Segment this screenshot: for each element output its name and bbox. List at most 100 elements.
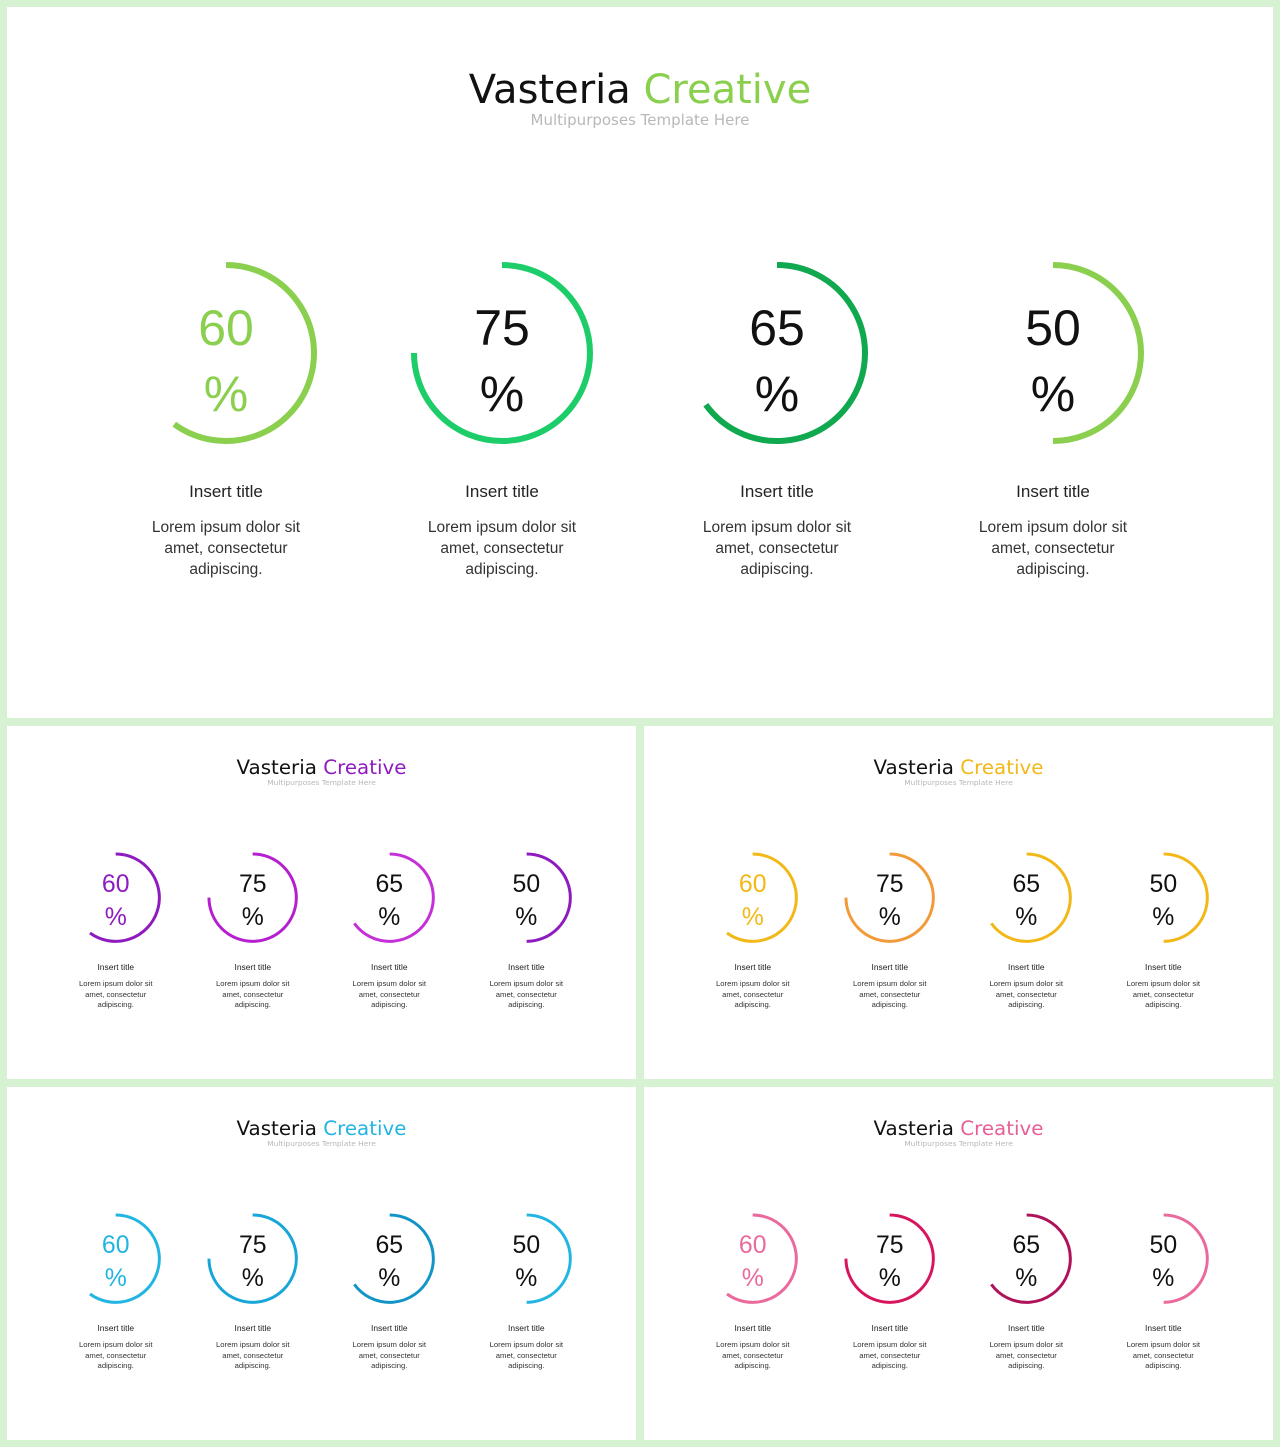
percent-value: 65 [1012,870,1041,898]
percent-value: 75 [474,300,530,356]
progress-arc [989,852,1072,943]
percent-sign: % [104,1264,127,1292]
progress-card: 50% Insert title Lorem ipsum dolor sit ame… [477,726,576,1079]
card-description: Lorem ipsum dolor sit amet, consectetur … [352,979,427,1010]
progress-ring [128,255,324,451]
slide-1: Vasteria Creative Multipurposes Template … [7,7,1273,718]
card-description: Lorem ipsum dolor sit amet, consectetur … [715,1340,790,1371]
card-description: Lorem ipsum dolor sit amet, consectetur … [427,519,577,578]
progress-card: 50% Insert title Lorem ipsum dolor sit ame… [953,7,1153,718]
progress-ring [841,849,938,946]
percent-value: 60 [198,300,254,356]
title-word-brand: Vasteria [236,1116,317,1140]
percent-value: 60 [738,1231,767,1259]
progress-ring [978,1210,1075,1307]
progress-card: 65% Insert title Lorem ipsum dolor sit ame… [977,726,1076,1079]
progress-card: 65% Insert title Lorem ipsum dolor sit ame… [977,1087,1076,1440]
progress-ring [67,849,164,946]
percent-sign: % [1152,903,1175,931]
card-title: Insert title [871,1322,909,1333]
slide-2: Vasteria Creative Multipurposes Template … [7,726,636,1079]
card-title: Insert title [734,961,772,972]
title-word-accent: Creative [960,1116,1044,1140]
card-title: Insert title [189,482,263,501]
slide-subtitle: Multipurposes Template Here [904,1138,1013,1148]
card-title: Insert title [1016,482,1090,501]
progress-ring [1115,1210,1212,1307]
progress-arc [1163,1213,1209,1304]
progress-ring [679,255,875,451]
card-description: Lorem ipsum dolor sit amet, consectetur … [989,979,1064,1010]
percent-value: 75 [875,870,904,898]
progress-ring [704,1210,801,1307]
progress-card: 75% Insert title Lorem ipsum dolor sit ame… [203,1087,302,1440]
card-title: Insert title [1145,1322,1182,1333]
percent-value: 65 [1012,1231,1041,1259]
progress-arc [172,262,317,444]
progress-ring [404,255,600,451]
progress-card: 60% Insert title Lorem ipsum dolor sit ame… [126,7,326,718]
slide-title: Vasteria Creative [7,67,1273,113]
title-word-accent: Creative [960,755,1044,779]
percent-sign: % [741,1264,764,1292]
percent-value: 75 [238,870,267,898]
slide-title: Vasteria Creative [7,1117,636,1140]
progress-arc [207,1213,298,1304]
percent-sign: % [378,1264,401,1292]
card-description: Lorem ipsum dolor sit amet, consectetur … [78,979,153,1010]
slide-title: Vasteria Creative [644,1117,1273,1140]
card-description: Lorem ipsum dolor sit amet, consectetur … [216,979,290,1010]
title-word-accent: Creative [323,755,407,779]
progress-arc [989,1213,1072,1304]
progress-arc [352,852,435,943]
card-description: Lorem ipsum dolor sit amet, consectetur … [989,1340,1064,1371]
progress-ring [478,1210,575,1307]
percent-sign: % [515,1264,538,1292]
progress-arc [352,1213,435,1304]
progress-arc [89,852,161,943]
percent-value: 60 [101,870,130,898]
card-title: Insert title [508,1322,545,1333]
progress-ring [67,1210,164,1307]
percent-sign: % [479,366,525,422]
progress-arc [207,852,298,943]
card-description: Lorem ipsum dolor sit amet, consectetur … [702,519,852,578]
progress-ring [841,1210,938,1307]
progress-card: 60% Insert title Lorem ipsum dolor sit ame… [66,726,165,1079]
progress-card: 50% Insert title Lorem ipsum dolor sit ame… [477,1087,576,1440]
progress-arc [726,1213,798,1304]
progress-card: 65% Insert title Lorem ipsum dolor sit ame… [340,726,439,1079]
card-title: Insert title [1008,961,1045,972]
percent-value: 50 [1025,300,1081,356]
slide-title: Vasteria Creative [644,756,1273,779]
card-description: Lorem ipsum dolor sit amet, consectetur … [853,1340,927,1371]
card-title: Insert title [734,1322,772,1333]
title-word-accent: Creative [323,1116,407,1140]
progress-card: 65% Insert title Lorem ipsum dolor sit ame… [677,7,877,718]
progress-ring [955,255,1151,451]
card-title: Insert title [97,1322,135,1333]
percent-value: 65 [375,1231,404,1259]
percent-value: 75 [238,1231,267,1259]
progress-arc [526,852,572,943]
percent-value: 65 [375,870,404,898]
progress-ring [204,849,301,946]
progress-card: 75% Insert title Lorem ipsum dolor sit ame… [840,1087,939,1440]
card-title: Insert title [234,961,272,972]
slide-3: Vasteria Creative Multipurposes Template … [644,726,1273,1079]
progress-card: 65% Insert title Lorem ipsum dolor sit ame… [340,1087,439,1440]
percent-sign: % [1152,1264,1175,1292]
card-title: Insert title [1145,961,1182,972]
percent-sign: % [241,1264,264,1292]
percent-sign: % [754,366,800,422]
progress-ring [204,1210,301,1307]
card-description: Lorem ipsum dolor sit amet, consectetur … [489,1340,564,1371]
slide-title: Vasteria Creative [7,756,636,779]
percent-value: 60 [738,870,767,898]
percent-value: 50 [1149,870,1178,898]
progress-arc [703,262,868,444]
progress-card: 50% Insert title Lorem ipsum dolor sit ame… [1114,1087,1213,1440]
progress-arc [1052,262,1144,444]
card-title: Insert title [371,961,408,972]
progress-ring [978,849,1075,946]
